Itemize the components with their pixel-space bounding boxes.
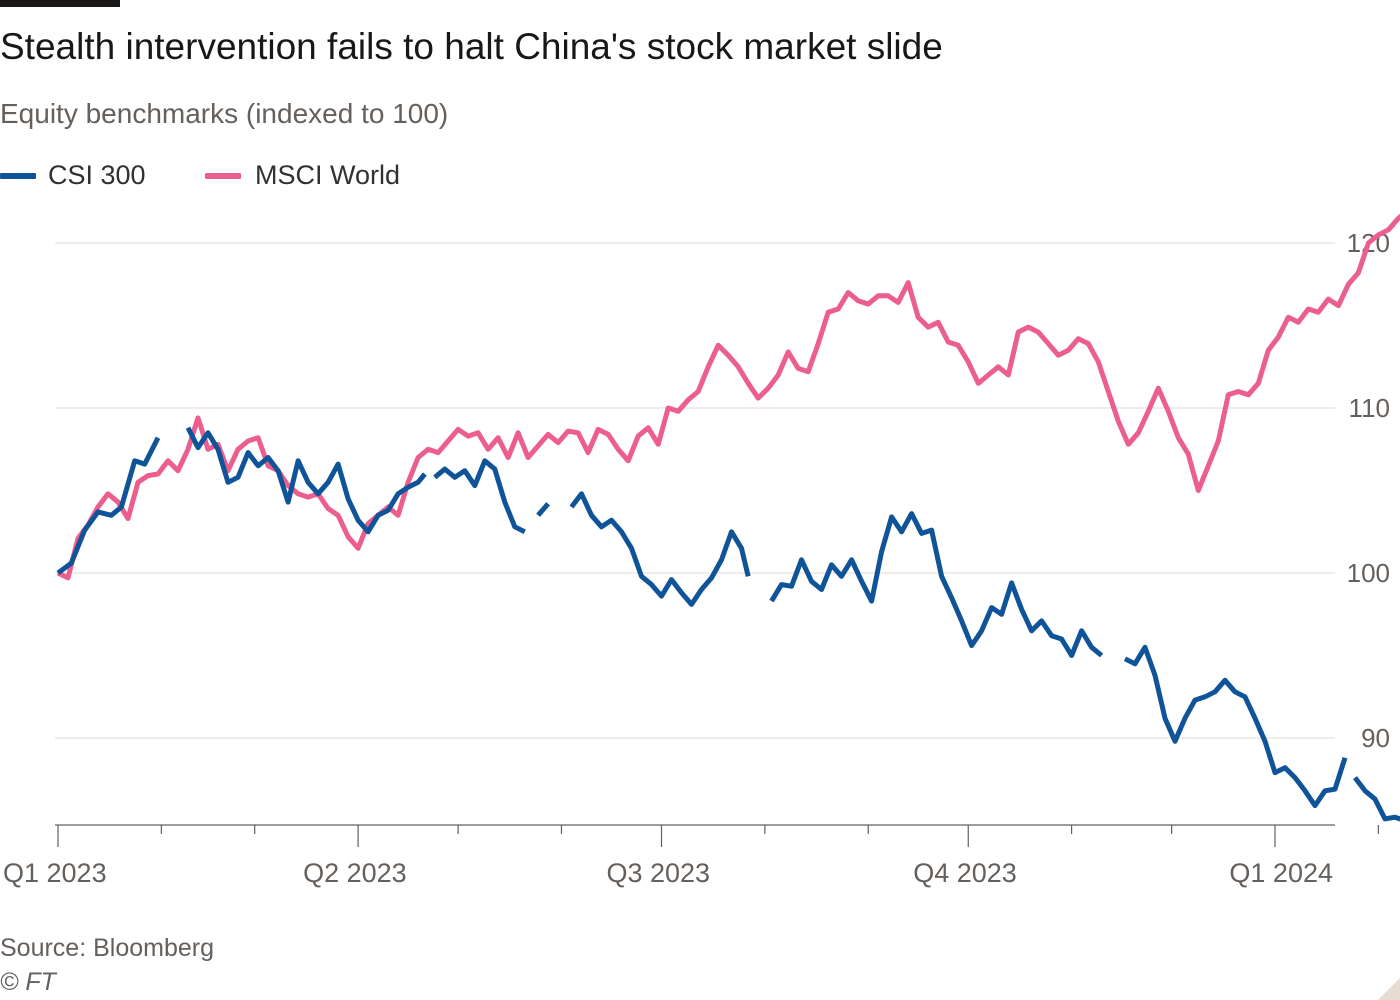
series-line-csi-300-4 [569,491,751,607]
y-tick-label-110: 110 [1349,393,1390,423]
y-tick-label-100: 100 [1347,558,1390,588]
source-note: Source: Bloomberg [0,934,215,962]
series-line-csi-300-3 [536,502,550,517]
x-tick-label-0: Q1 2023 [3,858,107,888]
series-line-csi-300-0 [56,436,161,576]
legend-swatch-csi-300 [0,173,36,179]
legend-label-csi-300: CSI 300 [48,160,146,190]
x-tick-label-3: Q4 2023 [913,858,1017,888]
top-accent-bar [0,0,120,7]
series-line-csi-300-1 [185,426,427,535]
series-line-msci-world-0 [56,213,1400,581]
x-tick-label-1: Q2 2023 [303,858,407,888]
series-line-csi-300-7 [1353,776,1400,822]
legend-swatch-msci-world [205,173,241,179]
series-line-csi-300-5 [769,511,1104,658]
chart-subtitle: Equity benchmarks (indexed to 100) [0,98,449,129]
series-line-csi-300-6 [1123,644,1348,809]
chart-title: Stealth intervention fails to halt China… [0,26,943,67]
x-tick-label-2: Q3 2023 [606,858,710,888]
corner-fold [1378,978,1400,1000]
series-line-csi-300-2 [433,458,526,535]
y-tick-label-90: 90 [1361,723,1390,753]
copyright-note: © FT [0,968,56,996]
legend-label-msci-world: MSCI World [255,160,401,190]
x-tick-label-4: Q1 2024 [1229,858,1333,888]
